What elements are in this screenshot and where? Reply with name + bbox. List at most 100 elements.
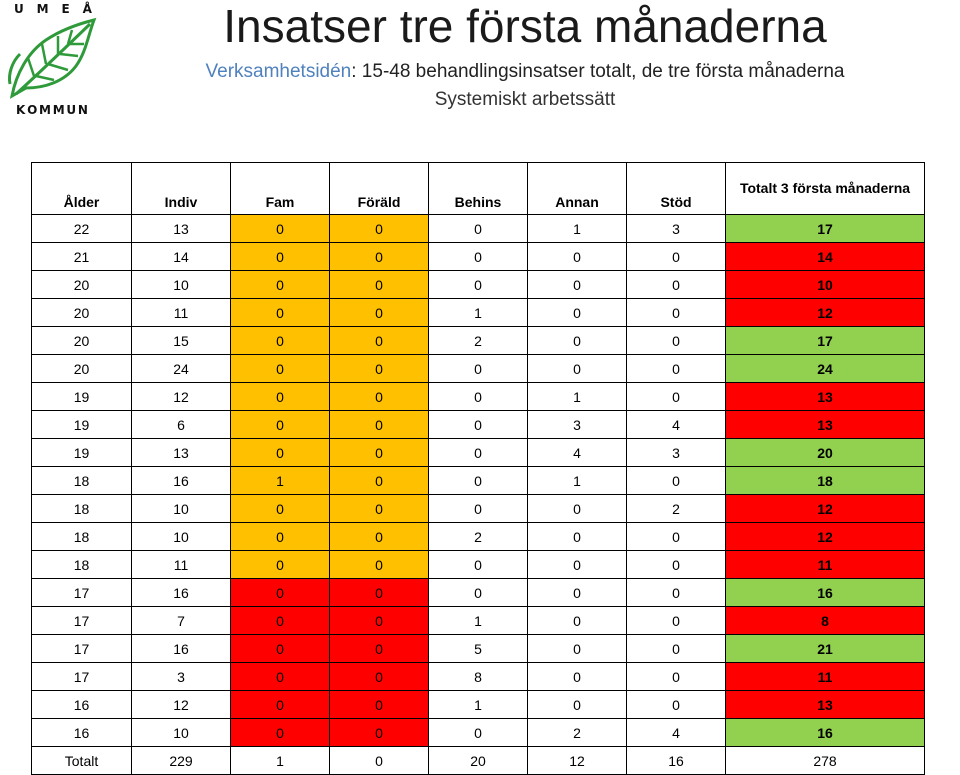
table-cell: 2 (527, 718, 627, 747)
table-cell: 20 (725, 438, 925, 467)
table-cell: 24 (131, 354, 231, 383)
table-cell: 0 (428, 718, 528, 747)
table-cell: 0 (230, 298, 330, 327)
table-cell: 0 (626, 326, 726, 355)
table-cell: 10 (131, 494, 231, 523)
table-row: 18 10 0 0 0 0 2 12 (31, 494, 925, 523)
table-row: 20 10 0 0 0 0 0 10 (31, 270, 925, 299)
table-cell: 0 (230, 214, 330, 243)
table-cell: 16 (31, 690, 132, 719)
logo-letter: N (77, 103, 88, 117)
table-row: 19 6 0 0 0 3 4 13 (31, 410, 925, 439)
totals-cell: 1 (230, 746, 330, 775)
table-cell: 17 (31, 662, 132, 691)
logo-top-letters: U M E Å (2, 2, 102, 16)
header-indiv: Indiv (131, 162, 231, 215)
table-row: 19 12 0 0 0 1 0 13 (31, 382, 925, 411)
table-row: 17 7 0 0 1 0 0 8 (31, 606, 925, 635)
table-cell: 0 (428, 578, 528, 607)
totals-cell: 229 (131, 746, 231, 775)
logo-letter: M (36, 2, 49, 16)
table-cell: 13 (725, 690, 925, 719)
table-cell: 0 (428, 410, 528, 439)
table-cell: 0 (230, 690, 330, 719)
table-cell: 0 (626, 298, 726, 327)
table-cell: 0 (626, 270, 726, 299)
table-cell: 20 (31, 298, 132, 327)
table-cell: 13 (725, 382, 925, 411)
table-cell: 1 (428, 606, 528, 635)
table-cell: 13 (131, 438, 231, 467)
table-cell: 0 (230, 242, 330, 271)
logo-letter: M (52, 103, 65, 117)
table-cell: 16 (131, 634, 231, 663)
table-cell: 19 (31, 382, 132, 411)
header-stod: Stöd (626, 162, 726, 215)
table-cell: 0 (230, 578, 330, 607)
table-cell: 0 (626, 242, 726, 271)
table-cell: 7 (131, 606, 231, 635)
table-cell: 16 (31, 718, 132, 747)
table-cell: 0 (428, 214, 528, 243)
table-cell: 0 (626, 690, 726, 719)
page-title: Insatser tre första månaderna (223, 0, 827, 52)
table-cell: 0 (329, 354, 429, 383)
table-cell: 0 (527, 494, 627, 523)
table-cell: 3 (527, 410, 627, 439)
table-cell: 0 (230, 438, 330, 467)
table-cell: 1 (527, 214, 627, 243)
table-cell: 0 (329, 578, 429, 607)
table-cell: 16 (131, 466, 231, 495)
table-cell: 17 (31, 634, 132, 663)
table-cell: 0 (428, 270, 528, 299)
table-cell: 5 (428, 634, 528, 663)
table-row: 18 11 0 0 0 0 0 11 (31, 550, 925, 579)
logo-letter: Å (82, 2, 92, 16)
table-row: 17 16 0 0 5 0 0 21 (31, 634, 925, 663)
table-cell: 0 (329, 522, 429, 551)
table-cell: 0 (329, 298, 429, 327)
table-cell: 21 (31, 242, 132, 271)
table-cell: 0 (527, 606, 627, 635)
page-subtitle: Verksamhetsidén: 15-48 behandlingsinsats… (110, 60, 940, 84)
header-totalt: Totalt 3 första månaderna (725, 162, 925, 215)
table-cell: 0 (230, 354, 330, 383)
table-cell: 2 (626, 494, 726, 523)
table-row: 19 13 0 0 0 4 3 20 (31, 438, 925, 467)
table-cell: 18 (725, 466, 925, 495)
table-cell: 18 (31, 522, 132, 551)
header-annan: Annan (527, 162, 627, 215)
table-cell: 0 (230, 270, 330, 299)
table-cell: 0 (329, 606, 429, 635)
totals-cell: 16 (626, 746, 726, 775)
table-cell: 1 (527, 382, 627, 411)
totals-cell: 20 (428, 746, 528, 775)
table-cell: 4 (626, 410, 726, 439)
totals-cell: 278 (725, 746, 925, 775)
table-cell: 0 (626, 606, 726, 635)
header-behins: Behins (428, 162, 528, 215)
logo-letter: U (66, 103, 77, 117)
table-cell: 0 (527, 354, 627, 383)
table-row: 17 16 0 0 0 0 0 16 (31, 578, 925, 607)
table-cell: 0 (527, 634, 627, 663)
table-cell: 17 (31, 606, 132, 635)
table-cell: 10 (131, 522, 231, 551)
table-cell: 11 (131, 550, 231, 579)
table-row: 17 3 0 0 8 0 0 11 (31, 662, 925, 691)
table-cell: 0 (230, 494, 330, 523)
table-cell: 0 (428, 354, 528, 383)
table-row: 21 14 0 0 0 0 0 14 (31, 242, 925, 271)
table-cell: 12 (131, 382, 231, 411)
totals-cell: 12 (527, 746, 627, 775)
table-cell: 18 (31, 494, 132, 523)
table-cell: 14 (725, 242, 925, 271)
table-header-row: Ålder Indiv Fam Föräld Behins Annan Stöd Totalt… (31, 162, 925, 215)
table-cell: 12 (725, 494, 925, 523)
page-subtitle-secondary: Systemiskt arbetssätt (434, 89, 616, 110)
table-cell: 0 (329, 382, 429, 411)
logo-bottom-letters: K O M M U N (2, 103, 102, 117)
table-row: 18 10 0 0 2 0 0 12 (31, 522, 925, 551)
table-cell: 11 (725, 550, 925, 579)
table-cell: 0 (230, 522, 330, 551)
